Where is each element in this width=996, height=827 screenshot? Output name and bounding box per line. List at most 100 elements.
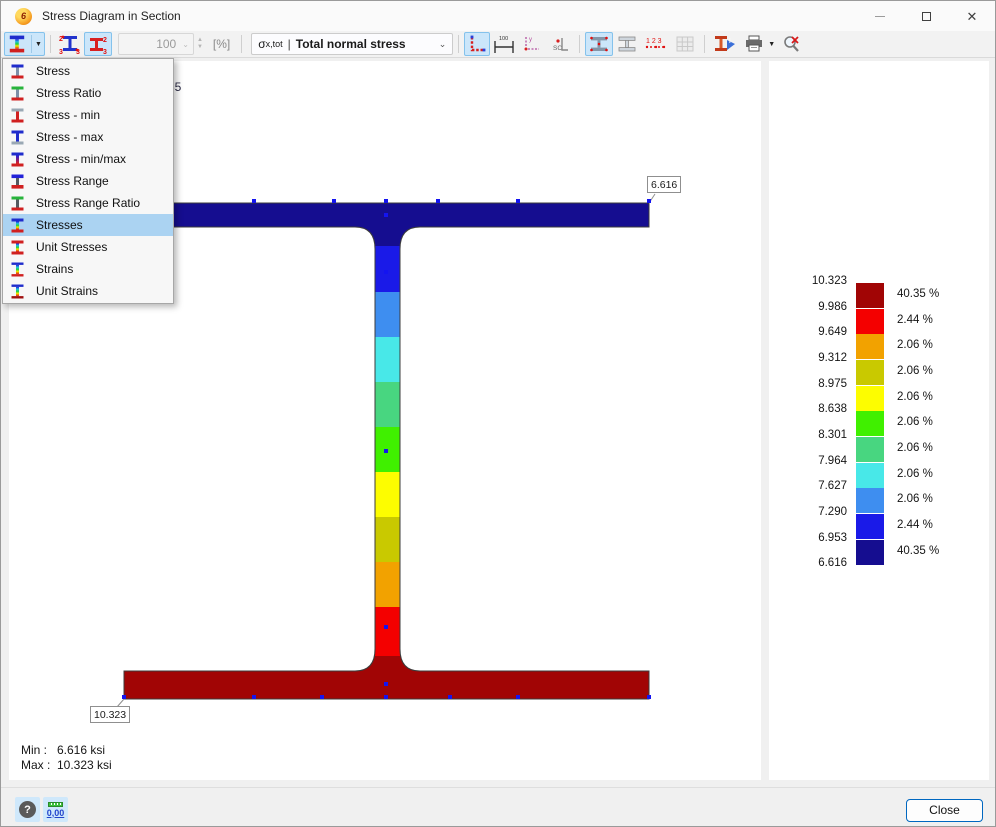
menu-item-stress-minmax[interactable]: Stress - min/max	[3, 148, 173, 170]
zoom-reset-button[interactable]	[778, 32, 806, 56]
i-section-stress-diagram	[116, 193, 656, 708]
svg-text:SC: SC	[553, 45, 562, 52]
legend-swatch	[856, 411, 884, 436]
beam-outline-icon	[618, 36, 636, 52]
legend-swatch	[856, 540, 884, 565]
close-button[interactable]: Close	[906, 799, 983, 822]
axes-toggle[interactable]: y	[518, 32, 546, 56]
minimize-button[interactable]	[857, 1, 903, 31]
stresses-icon	[11, 218, 24, 232]
scale-unit-label: [%]	[212, 37, 231, 51]
spinner-up-icon: ▲	[196, 37, 203, 43]
stress-ratio-icon	[11, 86, 24, 100]
result-type-select[interactable]: σ x,tot | Total normal stress ⌄	[251, 33, 454, 55]
legend-value: 8.301	[818, 429, 847, 441]
menu-item-unit-strains[interactable]: Unit Strains	[3, 280, 173, 302]
table-grid-icon	[676, 36, 694, 52]
menu-item-stress-ratio[interactable]: Stress Ratio	[3, 82, 173, 104]
close-window-button[interactable]: ✕	[949, 1, 995, 31]
section-outline-toggle[interactable]	[464, 32, 491, 56]
max-label: Max :	[21, 758, 51, 772]
separator	[458, 35, 460, 53]
stress-points-blue-icon: 2 3 3	[59, 35, 80, 54]
menu-item-stress-min[interactable]: Stress - min	[3, 104, 173, 126]
dimensions-toggle[interactable]: 100	[490, 32, 518, 56]
max-value-callout: 10.323	[90, 706, 131, 723]
legend-value: 10.323	[811, 275, 847, 287]
help-button[interactable]: ?	[15, 797, 40, 822]
menu-item-label: Stress - min/max	[36, 152, 127, 166]
angle-section-icon	[470, 35, 486, 52]
menu-item-label: Stress Range Ratio	[36, 196, 141, 210]
menu-item-stress[interactable]: Stress	[3, 60, 173, 82]
legend-swatch	[856, 309, 884, 334]
menu-item-label: Strains	[36, 262, 74, 276]
stress-diagram-icon	[9, 35, 25, 53]
legend-value: 9.312	[818, 352, 847, 364]
max-callout-leader	[116, 698, 125, 708]
separator	[49, 35, 51, 53]
result-chevron-icon: ⌄	[438, 38, 447, 49]
button-divider	[31, 35, 32, 53]
shear-center-icon: SC	[553, 38, 569, 52]
zoom-cancel-icon	[784, 36, 799, 52]
legend-percentage: 2.06 %	[897, 339, 933, 351]
stress-points-values-button[interactable]: 2 3	[83, 32, 112, 56]
legend-value: 7.290	[818, 506, 847, 518]
legend-value: 9.986	[818, 301, 847, 313]
printer-icon	[746, 35, 763, 52]
menu-item-stress-range-ratio[interactable]: Stress Range Ratio	[3, 192, 173, 214]
stress-points-numbering-button[interactable]: 2 3 3	[56, 32, 84, 56]
close-icon: ✕	[966, 8, 978, 24]
show-stress-points-toggle[interactable]	[585, 32, 614, 56]
shear-center-toggle[interactable]: SC	[546, 32, 574, 56]
legend-swatch	[856, 334, 884, 359]
band-olive	[124, 517, 649, 562]
legend-value: 6.953	[818, 532, 847, 544]
min-label: Min :	[21, 743, 48, 757]
legend-value: 8.638	[818, 403, 847, 415]
beam-plain-toggle[interactable]	[613, 32, 641, 56]
legend-percentage: 2.06 %	[897, 493, 933, 505]
print-chevron-icon: ▼	[768, 40, 776, 48]
legend-percentage: 2.06 %	[897, 365, 933, 377]
info-button[interactable]: i	[710, 32, 740, 56]
legend-panel: 10.323 9.986 9.649 9.312 8.975 8.638 8.3…	[769, 61, 989, 780]
maximize-button[interactable]	[903, 1, 949, 31]
svg-text:2: 2	[103, 37, 107, 44]
stress-range-icon	[11, 174, 24, 189]
band-seagreen	[124, 382, 649, 427]
result-divider: |	[287, 37, 291, 51]
legend-swatch	[856, 488, 884, 513]
menu-item-stresses[interactable]: Stresses	[3, 214, 173, 236]
menu-item-label: Stress	[36, 64, 71, 78]
maximize-icon	[921, 11, 931, 21]
separator	[241, 35, 243, 53]
menu-item-stress-max[interactable]: Stress - max	[3, 126, 173, 148]
section-canvas[interactable]: 35	[9, 61, 761, 780]
result-subscript: x,tot	[265, 39, 283, 49]
legend-percentage: 2.06 %	[897, 391, 933, 403]
scale-spinner[interactable]: ▲ ▼	[196, 37, 203, 50]
stress-type-dropdown-button[interactable]: ▼	[4, 32, 45, 56]
dimension-ruler-icon: 100	[494, 36, 514, 53]
menu-item-label: Stress Ratio	[36, 86, 102, 100]
svg-text:y: y	[529, 37, 532, 43]
numbering-123-icon: 1 2 3	[646, 38, 666, 49]
menu-item-stress-range[interactable]: Stress Range	[3, 170, 173, 192]
scale-input[interactable]: 100 ⌄	[117, 33, 194, 55]
stress-icon	[11, 64, 24, 78]
section-info-icon: i	[715, 36, 736, 51]
legend-percentage: 2.06 %	[897, 416, 933, 428]
stress-type-menu: Stress Stress Ratio Stress - min Stress …	[2, 58, 174, 304]
titlebar: 6 Stress Diagram in Section ✕	[1, 1, 995, 31]
menu-item-strains[interactable]: Strains	[3, 258, 173, 280]
menu-item-label: Unit Stresses	[36, 240, 108, 254]
menu-item-unit-stresses[interactable]: Unit Stresses	[3, 236, 173, 258]
result-table-toggle[interactable]	[671, 32, 699, 56]
numbering-toggle[interactable]: 1 2 3	[641, 32, 671, 56]
units-settings-button[interactable]: 0,00	[43, 797, 68, 822]
print-button[interactable]: ▼	[740, 32, 778, 56]
unit-strains-icon	[11, 284, 24, 298]
toolbar: ▼ 2 3 3 2 3 100 ⌄ ▲ ▼ [%] σ x,t	[1, 31, 995, 58]
